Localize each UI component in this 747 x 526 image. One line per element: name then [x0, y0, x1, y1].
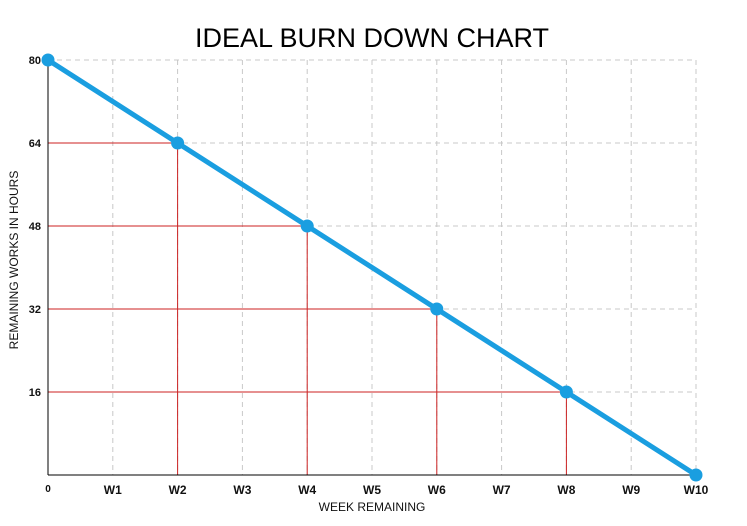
y-tick-label: 48: [29, 221, 41, 233]
y-axis-label: REMAINING WORKS IN HOURS: [7, 171, 21, 350]
x-tick-label: W2: [169, 483, 187, 497]
x-tick-label: W1: [104, 483, 122, 497]
x-tick-label: W9: [622, 483, 640, 497]
y-tick-label: 80: [29, 55, 41, 67]
y-tick-labels: 16 32 48 64 80: [29, 55, 42, 399]
data-point: [430, 302, 444, 316]
chart-title: IDEAL BURN DOWN CHART: [195, 23, 549, 53]
data-point: [171, 136, 185, 150]
axes: [47, 58, 696, 476]
ideal-series: [41, 53, 703, 482]
data-point: [41, 53, 55, 67]
data-point: [559, 385, 573, 399]
x-tick-label: W3: [233, 483, 251, 497]
x-tick-label: W8: [557, 483, 575, 497]
x-tick-label: W4: [298, 483, 316, 497]
series-line: [45, 57, 699, 478]
x-tick-label: W10: [684, 483, 709, 497]
x-tick-label: W6: [428, 483, 446, 497]
x-tick-label: 0: [45, 484, 51, 495]
x-tick-labels: 0 W1 W2 W3 W4 W5 W6 W7 W8 W9 W10: [45, 483, 708, 497]
x-tick-label: W7: [493, 483, 511, 497]
y-tick-label: 16: [29, 387, 41, 399]
y-tick-label: 32: [29, 304, 41, 316]
guide-lines: [48, 142, 567, 475]
data-point: [689, 468, 703, 482]
y-tick-label: 64: [29, 138, 42, 150]
data-point: [300, 219, 314, 233]
x-tick-label: W5: [363, 483, 381, 497]
x-axis-label: WEEK REMAINING: [319, 500, 426, 514]
